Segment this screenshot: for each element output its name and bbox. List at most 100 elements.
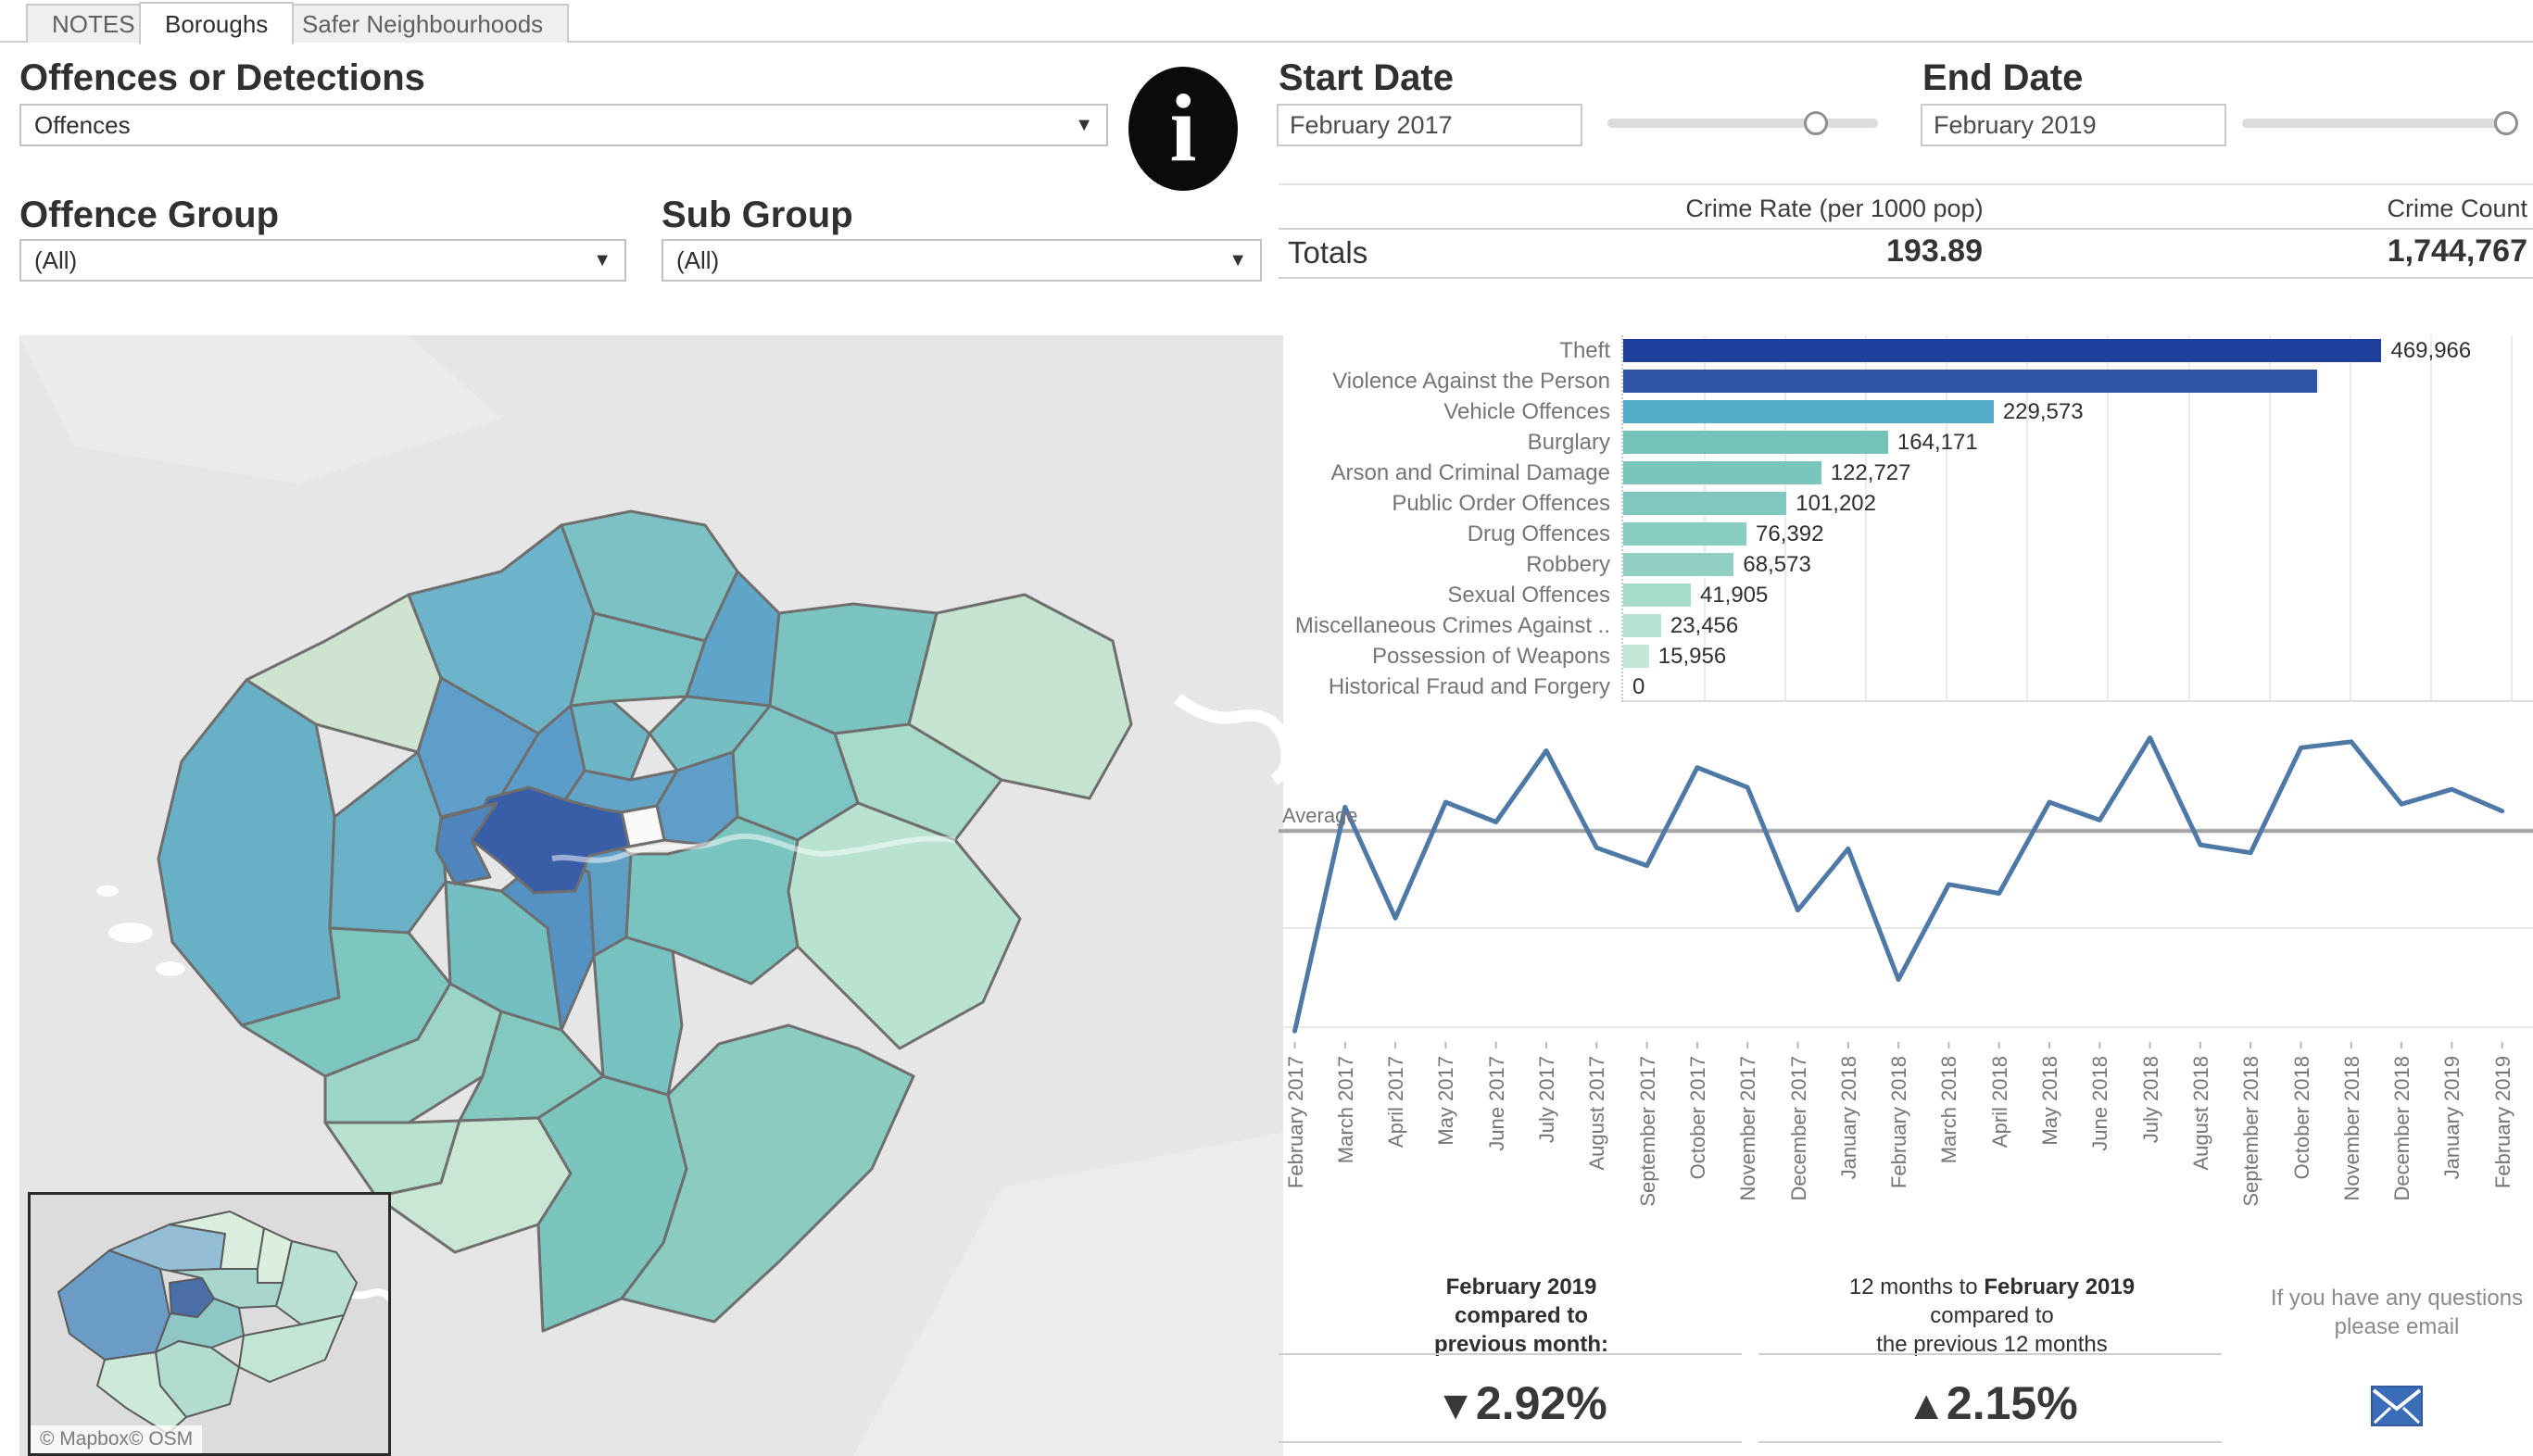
bar-chart-gridline: [1704, 335, 1707, 702]
end-date-slider-handle[interactable]: [2494, 111, 2518, 135]
borough-region: [592, 935, 684, 1097]
bar[interactable]: [1623, 431, 1888, 454]
chevron-down-icon: ▼: [1075, 115, 1093, 135]
month-axis-label: March 2017: [1333, 1056, 1357, 1164]
borough-regions: [157, 509, 1133, 1333]
bar-category-label: Sexual Offences: [1447, 583, 1610, 608]
kpi-year-value: ▲2.15%: [1906, 1377, 2078, 1429]
tab-boroughs[interactable]: Boroughs: [139, 2, 295, 44]
bar-category-label: Miscellaneous Crimes Against ..: [1294, 613, 1610, 638]
bar[interactable]: [1623, 645, 1649, 668]
sub-group-heading: Sub Group: [662, 195, 853, 235]
month-axis-label: January 2019: [2440, 1056, 2464, 1180]
bar-value-label: 101,202: [1796, 491, 1877, 516]
map-attribution: © Mapbox© OSM: [31, 1425, 203, 1453]
totals-row-divider: [1279, 228, 2533, 230]
tab-safer-neighbourhoods[interactable]: Safer Neighbourhoods: [276, 4, 570, 43]
bar[interactable]: [1623, 584, 1691, 607]
tabbar-divider: [0, 41, 2533, 43]
bar-category-label: Historical Fraud and Forgery: [1328, 674, 1610, 699]
end-date-input[interactable]: February 2019: [1921, 104, 2226, 146]
bar[interactable]: [1623, 614, 1661, 637]
bar-category-label: Public Order Offences: [1392, 491, 1610, 516]
bar-category-label: Theft: [1559, 338, 1610, 363]
month-axis-label: May 2018: [2038, 1056, 2061, 1146]
crime-count-value: 1,744,767: [2387, 233, 2527, 269]
bar-category-label: Arson and Criminal Damage: [1330, 460, 1610, 485]
kpi-month-title: February 2019 compared to previous month…: [1433, 1274, 1608, 1357]
contact-text: If you have any questions please email: [2270, 1286, 2524, 1339]
crime-rate-header: Crime Rate (per 1000 pop): [1685, 195, 1984, 222]
bar[interactable]: [1623, 339, 2382, 362]
bar-value-label: 76,392: [1756, 521, 1824, 546]
crime-count-trend-line[interactable]: [1292, 735, 2505, 1034]
totals-row-label: Totals: [1288, 235, 1368, 270]
month-axis-label: April 2017: [1384, 1056, 1408, 1148]
borough-region-city-of-london: [620, 804, 666, 848]
end-date-slider[interactable]: [2242, 119, 2515, 128]
bar[interactable]: [1623, 553, 1734, 576]
kpi-year-bottom-divider: [1758, 1441, 2222, 1443]
bar-value-label: 469,966: [2390, 338, 2472, 363]
bar[interactable]: [1623, 522, 1747, 546]
bar-chart-gridline: [2026, 335, 2029, 702]
info-icon[interactable]: i: [1128, 67, 1238, 191]
tab-notes[interactable]: NOTES: [26, 4, 161, 43]
bar[interactable]: [1623, 492, 1787, 515]
inset-region-darkest: [169, 1277, 215, 1318]
bar-category-label: Drug Offences: [1467, 521, 1610, 546]
crime-rate-value: 193.89: [1886, 233, 1983, 269]
borough-region: [435, 801, 498, 885]
bar-value-label: 229,573: [2002, 399, 2084, 424]
bar[interactable]: [1623, 461, 1821, 484]
borough-region-westminster: [470, 785, 631, 895]
start-date-slider-handle[interactable]: [1804, 111, 1828, 135]
month-axis-label: August 2017: [1585, 1056, 1609, 1171]
inset-map-svg: [31, 1195, 388, 1453]
bar-chart-gridline: [2429, 335, 2432, 702]
totals-bottom-divider: [1279, 277, 2533, 279]
month-axis-label: November 2018: [2339, 1056, 2363, 1201]
bar-chart[interactable]: 469,966 229,573 164,171 122,727 101,202 76,39…: [1621, 335, 2533, 702]
bar-value-label: 0: [1632, 674, 1645, 699]
bar-chart-x-axis: [1623, 700, 2533, 702]
bar-value-label: 23,456: [1670, 613, 1739, 638]
start-date-value: February 2017: [1290, 111, 1453, 139]
bar-chart-category-labels: Theft Violence Against the Person Vehicle …: [1279, 335, 1610, 706]
line-chart-month-axis: February 2017 March 2017 April 2017 May 201…: [1279, 1056, 2533, 1232]
offence-group-dropdown[interactable]: (All) ▼: [19, 239, 626, 282]
start-date-slider[interactable]: [1607, 119, 1878, 128]
bar-value-label: 122,727: [1830, 460, 1911, 485]
inset-map[interactable]: © Mapbox© OSM: [28, 1192, 391, 1456]
bar-chart-gridline: [2107, 335, 2110, 702]
month-axis-label: January 2018: [1836, 1056, 1860, 1180]
bar-value-label: 164,171: [1897, 430, 1978, 455]
thames-through-city: [551, 833, 956, 863]
offences-or-detections-dropdown[interactable]: Offences ▼: [19, 104, 1108, 146]
kpi-month-bottom-divider: [1279, 1441, 1742, 1443]
down-arrow-icon: ▼: [1435, 1383, 1476, 1428]
month-axis-label: December 2018: [2390, 1056, 2414, 1201]
start-date-heading: Start Date: [1279, 57, 1454, 98]
sub-group-dropdown[interactable]: (All) ▼: [662, 239, 1262, 282]
borough-choropleth-map[interactable]: © Mapbox© OSM: [19, 335, 1283, 1456]
month-axis-label: April 2018: [1987, 1056, 2011, 1148]
bar-chart-gridline: [2349, 335, 2351, 702]
bar-chart-gridline: [1946, 335, 1948, 702]
bar-chart-gridline: [2268, 335, 2271, 702]
bar-chart-gridline: [1784, 335, 1787, 702]
end-date-value: February 2019: [1934, 111, 2097, 139]
month-axis-label: February 2017: [1283, 1056, 1307, 1189]
month-axis-label: May 2017: [1434, 1056, 1458, 1146]
start-date-input[interactable]: February 2017: [1277, 104, 1582, 146]
bar-value-label: 68,573: [1743, 552, 1811, 577]
crime-count-header: Crime Count: [2387, 195, 2527, 222]
month-axis-label: December 2017: [1786, 1056, 1810, 1201]
month-axis-label: February 2018: [1887, 1056, 1911, 1189]
email-envelope-icon[interactable]: [2371, 1386, 2423, 1426]
monthly-trend-line-chart[interactable]: [1279, 722, 2533, 1048]
bar[interactable]: [1623, 370, 2317, 393]
bar-category-label: Possession of Weapons: [1371, 644, 1610, 669]
month-axis-label: November 2017: [1736, 1056, 1760, 1201]
bar[interactable]: [1623, 400, 1994, 423]
